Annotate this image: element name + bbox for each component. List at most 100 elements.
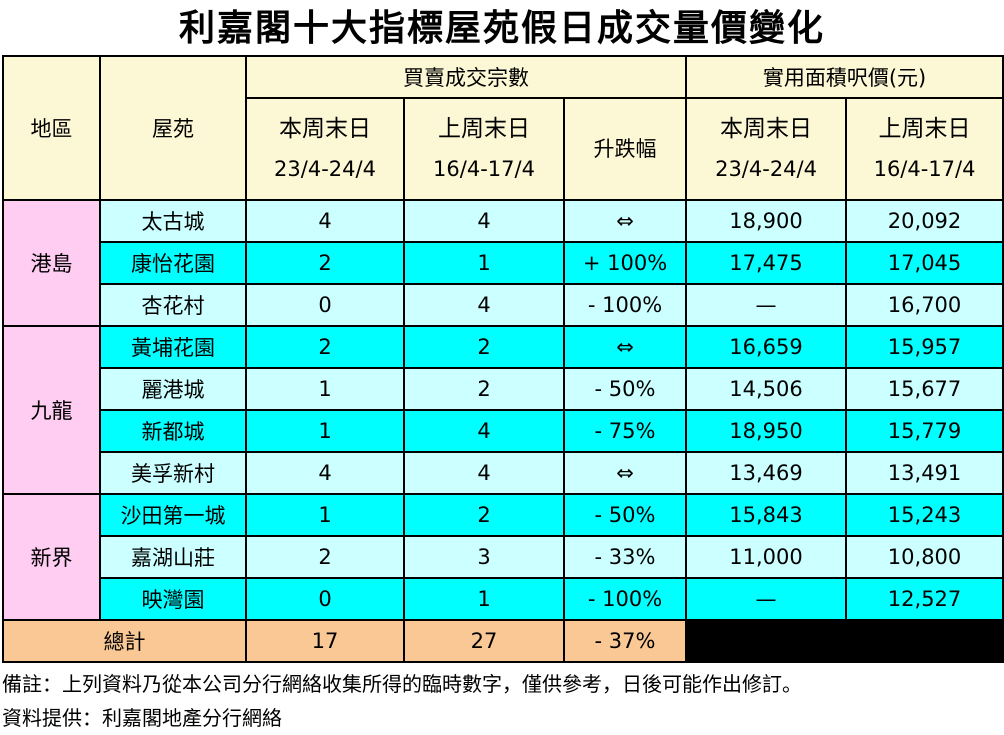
header-price-current: 本周末日 23/4-24/4	[685, 97, 848, 201]
change-value: ⇔	[562, 199, 688, 243]
header-count-current: 本周末日 23/4-24/4	[245, 97, 405, 201]
change-value: - 100%	[562, 283, 688, 327]
price-current: 18,900	[685, 199, 848, 243]
count-prev: 2	[403, 367, 565, 411]
change-value: ⇔	[562, 451, 688, 495]
price-current: 11,000	[685, 535, 848, 579]
change-value: - 100%	[562, 577, 688, 621]
table-row: 九龍 黃埔花園 2 2 ⇔ 16,659 15,957	[2, 325, 1004, 495]
header-price-current-label: 本周末日	[720, 116, 813, 142]
count-current: 1	[245, 409, 405, 453]
table-header: 地區 屋苑 買賣成交宗數 實用面積呎價(元) 本周末日 23/4-24/4 上周…	[2, 55, 1004, 201]
header-region: 地區	[2, 55, 101, 201]
header-price-prev: 上周末日 16/4-17/4	[845, 97, 1004, 201]
table-row: 杏花村 0 4- 100% —16,700	[3, 283, 1004, 327]
region-cell: 港島	[2, 199, 101, 327]
footer-notes: 備註：上列資料乃從本公司分行網絡收集所得的臨時數字，僅供參考，日後可能作出修訂。…	[0, 663, 1004, 735]
price-current: 16,659	[685, 325, 848, 369]
price-current: —	[685, 577, 848, 621]
header-count-prev-dates: 16/4-17/4	[433, 157, 535, 181]
table-row: 美孚新村 4 4 ⇔ 13,469 13,491	[3, 451, 1004, 495]
price-prev: 15,779	[845, 409, 1004, 453]
count-current: 2	[245, 325, 405, 369]
count-current: 1	[245, 493, 405, 537]
count-prev: 1	[403, 577, 565, 621]
region-cell: 新界	[2, 493, 101, 621]
count-prev: 2	[403, 493, 565, 537]
change-value: - 50%	[562, 367, 688, 411]
price-current: 13,469	[685, 451, 848, 495]
count-prev: 1	[403, 241, 565, 285]
price-current: 18,950	[685, 409, 848, 453]
page-title: 利嘉閣十大指標屋苑假日成交量價變化	[178, 7, 825, 49]
price-prev: 15,677	[845, 367, 1004, 411]
table-row: 新都城 1 4- 75% 18,950 15,779	[3, 409, 1004, 453]
header-group-count: 買賣成交宗數	[244, 55, 688, 99]
estate-name: 沙田第一城	[99, 493, 247, 537]
count-current: 0	[245, 283, 405, 327]
header-estate: 屋苑	[99, 55, 247, 201]
price-prev: 15,957	[845, 325, 1004, 369]
header-group-price: 實用面積呎價(元)	[685, 55, 1004, 99]
change-value: - 75%	[562, 409, 688, 453]
estate-name: 黃埔花園	[99, 325, 247, 369]
estate-name: 映灣園	[99, 577, 247, 621]
estate-name: 新都城	[99, 409, 247, 453]
change-value: - 50%	[562, 493, 688, 537]
table-row: 港島 太古城 4 4 ⇔ 18,900 20,092	[2, 199, 1004, 327]
total-blank-black	[685, 619, 1004, 663]
count-prev: 4	[403, 199, 565, 243]
price-current: 14,506	[685, 367, 848, 411]
header-count-current-label: 本周末日	[279, 116, 371, 142]
change-value: ⇔	[562, 325, 688, 369]
estate-name: 康怡花園	[99, 241, 247, 285]
count-prev: 2	[403, 325, 565, 369]
footer-note: 備註：上列資料乃從本公司分行網絡收集所得的臨時數字，僅供參考，日後可能作出修訂。	[2, 672, 802, 696]
region-cell: 九龍	[2, 325, 101, 495]
count-current: 4	[245, 199, 405, 243]
header-count-prev: 上周末日 16/4-17/4	[403, 97, 565, 201]
table-row: 映灣園 0 1- 100% —12,527	[3, 577, 1004, 621]
total-row: 總計 17 27- 37%	[2, 619, 1004, 663]
count-current: 0	[245, 577, 405, 621]
header-price-current-dates: 23/4-24/4	[715, 157, 817, 181]
change-value: - 33%	[562, 535, 688, 579]
table-row: 康怡花園 2 1 + 100% 17,475 17,045	[3, 241, 1004, 285]
count-prev: 4	[403, 283, 565, 327]
header-row-group: 地區 屋苑 買賣成交宗數 實用面積呎價(元)	[2, 55, 1004, 201]
price-current: 17,475	[685, 241, 848, 285]
transaction-table: 地區 屋苑 買賣成交宗數 實用面積呎價(元) 本周末日 23/4-24/4 上周…	[2, 55, 1004, 663]
estate-name: 太古城	[99, 199, 247, 243]
table-row: 麗港城 1 2- 50% 14,506 15,677	[3, 367, 1004, 411]
total-label: 總計	[2, 619, 247, 663]
table-row: 嘉湖山莊 2 3- 33% 11,000 10,800	[3, 535, 1004, 579]
estate-name: 美孚新村	[99, 451, 247, 495]
table-body: 港島 太古城 4 4 ⇔ 18,900 20,092 康怡花園 2 1 + 100% 17,475 17…	[2, 199, 1004, 663]
price-current: 15,843	[685, 493, 848, 537]
change-value: + 100%	[562, 241, 688, 285]
count-current: 1	[245, 367, 405, 411]
header-row-sub: 本周末日 23/4-24/4 上周末日 16/4-17/4 升跌幅 本周末日 2…	[3, 97, 1004, 201]
count-current: 2	[245, 241, 405, 285]
count-prev: 4	[403, 409, 565, 453]
header-price-prev-label: 上周末日	[878, 116, 971, 142]
price-prev: 10,800	[845, 535, 1004, 579]
page-root: 利嘉閣十大指標屋苑假日成交量價變化 地區 屋苑 買賣成交宗數 實用面積呎價(元)…	[2, 7, 1004, 730]
count-prev: 4	[403, 451, 565, 495]
total-count-prev: 27	[403, 619, 565, 663]
count-current: 4	[245, 451, 405, 495]
table-row: 新界 沙田第一城 1 2- 50% 15,843 15,243	[2, 493, 1004, 621]
count-prev: 3	[403, 535, 565, 579]
price-prev: 16,700	[845, 283, 1004, 327]
header-price-prev-dates: 16/4-17/4	[873, 157, 976, 181]
footer-source: 資料提供：利嘉閣地產分行網絡	[2, 706, 282, 730]
count-current: 2	[245, 535, 405, 579]
estate-name: 嘉湖山莊	[99, 535, 247, 579]
price-prev: 20,092	[845, 199, 1004, 243]
price-prev: 15,243	[845, 493, 1004, 537]
price-current: —	[685, 283, 848, 327]
estate-name: 麗港城	[99, 367, 247, 411]
price-prev: 17,045	[845, 241, 1004, 285]
header-count-current-dates: 23/4-24/4	[274, 157, 376, 181]
header-count-prev-label: 上周末日	[438, 116, 530, 142]
